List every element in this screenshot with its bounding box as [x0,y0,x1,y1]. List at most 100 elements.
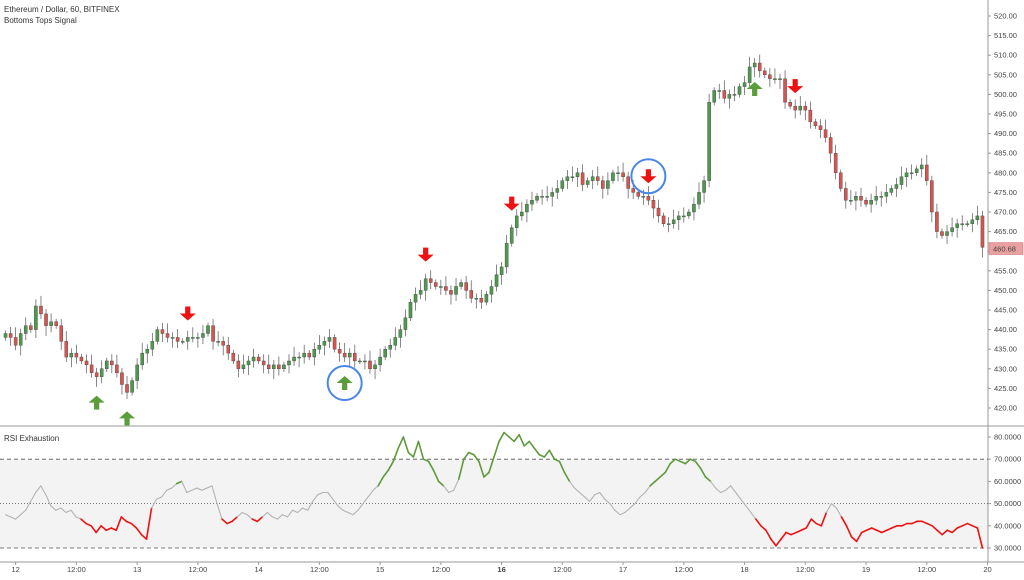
signal-highlight-circle [630,158,667,195]
price-tick-label: 450.00 [994,286,1017,295]
last-price-badge [988,242,1024,255]
candle-body [145,349,150,354]
rsi-line-segment [45,494,52,507]
rsi-line-segment [614,509,621,516]
candle-body [428,278,433,283]
candle-body [484,294,489,303]
price-tick-label: 455.00 [994,266,1017,275]
rsi-line-segment [357,503,364,511]
rsi-line-segment [558,460,566,474]
candle-body [196,337,200,339]
candle-body [3,333,8,338]
rsi-line-segment [891,524,898,529]
candle-body [788,102,792,107]
chart-title: Ethereum / Dollar, 60, BITFINEX [4,5,120,14]
time-tick-label: 20 [983,565,991,574]
rsi-line-segment [609,503,616,511]
rsi-line-segment [50,505,57,511]
rsi-line-segment [926,522,933,527]
rsi-line-segment [105,527,113,532]
candle-body [454,286,458,295]
rsi-line-segment [281,514,289,518]
rsi-line-segment [694,460,702,469]
candle-body [18,333,23,346]
rsi-line-segment [931,524,938,532]
rsi-line-segment [201,487,208,491]
rsi-line-segment [563,471,571,483]
rsi-line-segment [30,491,37,502]
time-tick-label: 12:00 [674,565,693,574]
candle-body [104,360,109,369]
rsi-tick-label: 50.0000 [994,499,1021,508]
rsi-tick-label: 40.0000 [994,521,1021,530]
rsi-line-segment [760,524,767,532]
candle-body [307,352,312,358]
candle-body [49,321,53,326]
candle-body [165,333,170,338]
rsi-line-segment [976,527,984,549]
candle-body [732,94,737,96]
candle-body [818,125,823,130]
candle-body [950,227,954,232]
candle-body [408,301,413,319]
candle-body [246,360,251,366]
sell-signal-down-arrow-icon [503,196,520,211]
rsi-line-segment [75,516,82,520]
candle-body [742,82,747,87]
candle-body [854,196,858,201]
candle-body [611,172,615,181]
candle-body [282,364,286,370]
candle-body [874,196,878,201]
candle-body [833,152,838,173]
rsi-line-segment [911,520,918,525]
rsi-line-segment [317,491,324,496]
candle-body [39,305,43,315]
rsi-line-segment [725,485,732,491]
rsi-line-segment [961,522,969,527]
time-tick-label: 12:00 [188,565,207,574]
candle-body [272,364,276,370]
rsi-line-segment [870,527,878,532]
price-tick-label: 475.00 [994,188,1017,197]
candle-body [666,223,671,225]
rsi-line-segment [589,494,596,502]
rsi-line-segment [478,460,485,478]
candle-body [231,352,236,362]
rsi-line-segment [448,489,455,494]
candle-body [803,105,808,111]
rsi-line-segment [649,480,656,487]
candle-body [206,325,210,334]
rsi-line-segment [946,529,954,534]
rsi-line-segment [25,500,32,511]
candle-body [930,180,934,213]
candle-body [682,215,686,218]
candle-body [398,329,403,338]
rsi-line-segment [231,516,238,523]
rsi-line-segment [901,522,908,527]
candle-body [631,188,635,193]
rsi-line-segment [241,511,248,516]
candle-body [889,188,894,193]
rsi-line-segment [251,518,259,523]
rsi-line-segment [664,462,672,474]
candle-body [545,196,549,198]
rsi-line-segment [417,440,425,461]
rsi-line-segment [533,447,541,456]
candle-body [601,180,605,189]
rsi-line-segment [885,527,893,532]
rsi-line-segment [181,480,188,494]
candle-body [337,349,342,354]
candle-body [434,282,438,287]
rsi-line-segment [815,522,823,527]
candle-body [342,352,347,358]
time-tick-label: 18 [740,565,748,574]
rsi-line-segment [699,467,707,478]
rsi-line-segment [407,451,415,458]
rsi-line-segment [574,487,581,494]
candle-body [904,172,909,177]
price-tick-label: 515.00 [994,31,1017,40]
candle-body [251,356,256,362]
candle-body [277,364,281,370]
